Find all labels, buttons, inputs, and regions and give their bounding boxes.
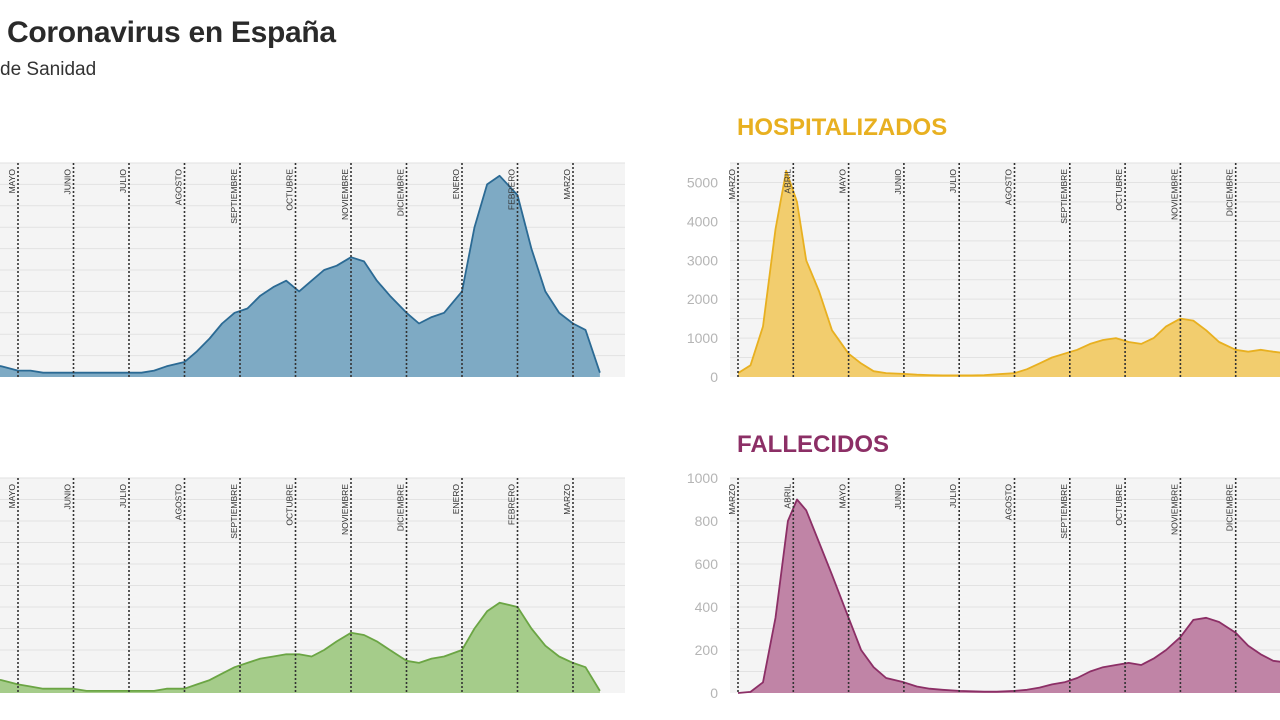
heading-fallecidos: FALLECIDOS — [737, 431, 890, 458]
month-label: AGOSTO — [1004, 169, 1014, 206]
series-area — [738, 499, 1280, 693]
month-label: MAYO — [838, 169, 848, 194]
y-tick-label: 0 — [710, 369, 718, 385]
page-title: Coronavirus en España — [7, 16, 336, 49]
month-label: MAYO — [7, 484, 17, 509]
month-label: MAYO — [838, 484, 848, 509]
y-tick-label: 5000 — [687, 174, 718, 190]
page-subtitle: de Sanidad — [0, 59, 97, 80]
month-label: JUNIO — [893, 169, 903, 195]
month-label: ABRIL — [782, 484, 792, 509]
y-tick-label: 1000 — [687, 470, 718, 486]
chart-top-right: 0 1000 2000 3000 4000 5000 MARZO ABRIL MAYO JUNIO… — [687, 162, 1280, 385]
month-label: NOVIEMBRE — [340, 484, 350, 535]
month-label: OCTUBRE — [285, 169, 295, 211]
month-label: FEBRERO — [507, 169, 517, 210]
chart-bottom-right: 0 200 400 600 800 1000 MARZO ABRIL MAYO JUNIO JULI… — [687, 470, 1280, 701]
month-label: JULIO — [118, 484, 128, 508]
month-label: FEBRERO — [507, 484, 517, 525]
month-label: DICIEMBRE — [396, 484, 406, 532]
month-label: ABRIL — [782, 169, 792, 194]
chart-top-left: MAYO JUNIO JULIO AGOSTO SEPTIEMBRE OCTUBRE NOV… — [0, 162, 625, 377]
series-line — [737, 169, 1280, 377]
month-label: SEPTIEMBRE — [229, 484, 239, 539]
month-label: ENERO — [451, 484, 461, 515]
month-label: MARZO — [562, 169, 572, 200]
y-tick-label: 200 — [695, 642, 719, 658]
month-label: NOVIEMBRE — [1169, 169, 1179, 220]
y-tick-label: 0 — [710, 685, 718, 701]
month-label: OCTUBRE — [1114, 484, 1124, 526]
series-line — [0, 174, 601, 374]
month-label: JULIO — [118, 169, 128, 193]
y-tick-label: 4000 — [687, 213, 718, 229]
month-label: SEPTIEMBRE — [229, 169, 239, 224]
series-area — [738, 170, 1280, 377]
y-tick-label: 400 — [695, 599, 719, 615]
month-label: MARZO — [727, 169, 737, 200]
heading-hospitalizados: HOSPITALIZADOS — [737, 114, 948, 141]
month-label: DICIEMBRE — [1225, 484, 1235, 532]
month-label: JUNIO — [63, 169, 73, 195]
y-tick-label: 3000 — [687, 252, 718, 268]
month-label: SEPTIEMBRE — [1059, 484, 1069, 539]
month-label: NOVIEMBRE — [340, 169, 350, 220]
month-label: AGOSTO — [1004, 484, 1014, 521]
y-tick-label: 2000 — [687, 291, 718, 307]
month-label: MARZO — [562, 484, 572, 515]
month-label: AGOSTO — [174, 484, 184, 521]
month-label: JUNIO — [893, 484, 903, 510]
y-tick-label: 1000 — [687, 330, 718, 346]
month-label: JUNIO — [63, 484, 73, 510]
month-label: DICIEMBRE — [396, 169, 406, 217]
month-label: OCTUBRE — [1114, 169, 1124, 211]
y-tick-label: 800 — [695, 513, 719, 529]
month-label: OCTUBRE — [285, 484, 295, 526]
chart-bottom-left: MAYO JUNIO JULIO AGOSTO SEPTIEMBRE OCTUBRE NOV… — [0, 477, 625, 693]
month-label: DICIEMBRE — [1225, 169, 1235, 217]
month-label: MARZO — [727, 484, 737, 515]
month-label: JULIO — [948, 169, 958, 193]
y-tick-label: 600 — [695, 556, 719, 572]
month-label: AGOSTO — [174, 169, 184, 206]
month-label: NOVIEMBRE — [1169, 484, 1179, 535]
series-area — [0, 175, 600, 377]
month-label: SEPTIEMBRE — [1059, 169, 1069, 224]
month-label: ENERO — [451, 169, 461, 200]
month-label: MAYO — [7, 169, 17, 194]
series-area — [0, 602, 600, 693]
month-label: JULIO — [948, 484, 958, 508]
series-line — [0, 601, 601, 692]
